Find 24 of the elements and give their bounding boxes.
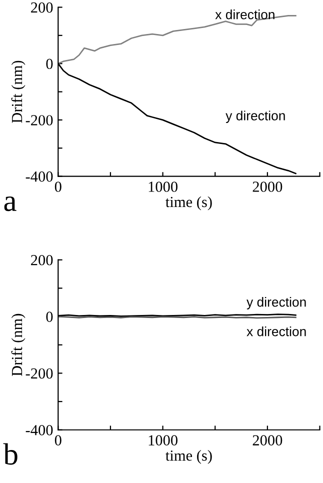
y-tick-label: -400 — [26, 171, 53, 182]
x-tick-label: 2000 — [252, 435, 282, 446]
x-tick-label: 0 — [54, 182, 62, 192]
x-tick-label: 1000 — [148, 182, 178, 192]
y-tick-label: 0 — [46, 58, 53, 70]
series-label: x direction — [246, 326, 306, 336]
x-tick-label: 0 — [54, 435, 62, 446]
y-tick-label: 200 — [31, 2, 53, 13]
y-axis-title: Drift (nm) — [11, 314, 26, 376]
text: b — [3, 443, 18, 465]
y-axis-title: Drift (nm) — [11, 60, 26, 123]
y-tick-label: -200 — [26, 115, 53, 126]
x-axis-title: time (s) — [166, 196, 212, 210]
x-tick-label: 1000 — [148, 435, 178, 446]
x-tick-label: 2000 — [252, 182, 282, 192]
series-label: x direction — [215, 10, 274, 20]
series-label: y direction — [226, 110, 285, 123]
y-tick-label: -400 — [26, 425, 53, 436]
x-axis-title: time (s) — [166, 450, 212, 464]
y-tick-label: -200 — [26, 368, 53, 379]
text: a — [4, 196, 16, 212]
y-tick-label: 200 — [31, 254, 53, 266]
y-tick-label: 0 — [46, 312, 53, 322]
series-label: y direction — [246, 297, 306, 310]
